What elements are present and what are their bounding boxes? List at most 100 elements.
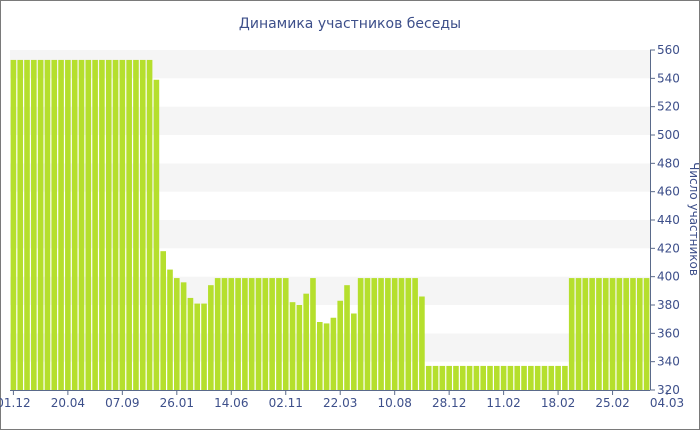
bar (500, 365, 507, 390)
y-tick-label: 500 (657, 128, 680, 142)
x-tick-label: 25.02 (595, 396, 629, 410)
bar (514, 365, 521, 390)
bar (208, 285, 214, 390)
bar (310, 278, 316, 390)
bar (466, 365, 473, 390)
y-tick-label: 460 (657, 185, 680, 199)
y-tick-label: 480 (657, 156, 680, 170)
bar (31, 59, 37, 391)
x-tick-label: 07.09 (105, 396, 139, 410)
bar (534, 365, 541, 390)
bar (568, 278, 575, 390)
bar (357, 278, 364, 390)
bar (521, 365, 527, 390)
bar (643, 278, 650, 390)
bar (494, 365, 500, 390)
chart-title: Динамика участников беседы (239, 16, 461, 32)
x-tick-label: 02.11 (269, 396, 303, 410)
bar (609, 278, 616, 390)
x-tick-label: 26.01 (160, 396, 194, 410)
bar (44, 59, 51, 391)
bar (119, 59, 126, 391)
bar (330, 317, 337, 390)
bar (589, 278, 595, 390)
bar (201, 303, 207, 390)
bar (255, 278, 262, 390)
bar (276, 278, 282, 390)
bar (623, 278, 629, 390)
x-tick-label: 04.03 (650, 396, 684, 410)
bar (296, 305, 303, 390)
bar (344, 285, 350, 390)
y-tick-label: 340 (657, 355, 680, 369)
bar (160, 251, 166, 390)
bar (473, 365, 480, 390)
bar (316, 322, 323, 390)
bar (174, 278, 180, 390)
bar (126, 59, 132, 391)
y-tick-label: 540 (657, 71, 680, 85)
bar (528, 365, 534, 390)
bar (112, 59, 119, 391)
bar (636, 278, 643, 390)
bars (10, 59, 650, 391)
bar (221, 278, 228, 390)
bar (419, 296, 425, 390)
bar (459, 365, 466, 390)
x-tick-label: 28.12 (432, 396, 466, 410)
bar (303, 293, 309, 390)
bar (85, 59, 92, 391)
bar (153, 79, 160, 390)
bar (507, 365, 514, 390)
bar (24, 59, 30, 391)
bar (446, 365, 452, 390)
x-axis: 01.12 20.04 07.09 26.01 14.06 02.11 22.03 10.08… (0, 390, 684, 410)
bar (269, 278, 275, 390)
y-tick-label: 420 (657, 241, 680, 255)
bar (555, 365, 561, 390)
bar (105, 59, 112, 391)
bar (351, 313, 357, 390)
y-tick-label: 320 (657, 383, 680, 397)
bar (58, 59, 64, 391)
bar (630, 278, 636, 390)
bar (289, 302, 296, 390)
bar (282, 278, 289, 390)
bar (167, 269, 173, 390)
y-tick-label: 440 (657, 213, 680, 227)
y-axis-label: Число участников (687, 162, 700, 276)
bar (262, 278, 269, 390)
bar (616, 278, 623, 390)
bar (187, 297, 194, 390)
bar (214, 278, 221, 390)
bar (17, 59, 24, 391)
bar (133, 59, 139, 391)
bar (71, 59, 78, 391)
x-tick-label: 10.08 (378, 396, 412, 410)
bar (405, 278, 412, 390)
bar (378, 278, 384, 390)
y-tick-label: 380 (657, 298, 680, 312)
bar (480, 365, 486, 390)
bar (487, 365, 493, 390)
x-tick-label: 11.02 (486, 396, 520, 410)
x-tick-label: 01.12 (0, 396, 31, 410)
bar (194, 303, 201, 390)
bar (541, 365, 548, 390)
bar (582, 278, 589, 390)
bar (412, 278, 418, 390)
bar (453, 365, 459, 390)
bar (425, 365, 432, 390)
bar (602, 278, 609, 390)
bar (146, 59, 153, 391)
bar (139, 59, 146, 391)
y-axis: 320 340 360 380 400 420 440 460 480 500 520 540 560 (650, 43, 680, 397)
bar (92, 59, 98, 391)
x-tick-label: 14.06 (214, 396, 248, 410)
bar (78, 59, 85, 391)
x-tick-label: 22.03 (323, 396, 357, 410)
bar (180, 282, 187, 390)
bar (364, 278, 371, 390)
bar (248, 278, 255, 390)
